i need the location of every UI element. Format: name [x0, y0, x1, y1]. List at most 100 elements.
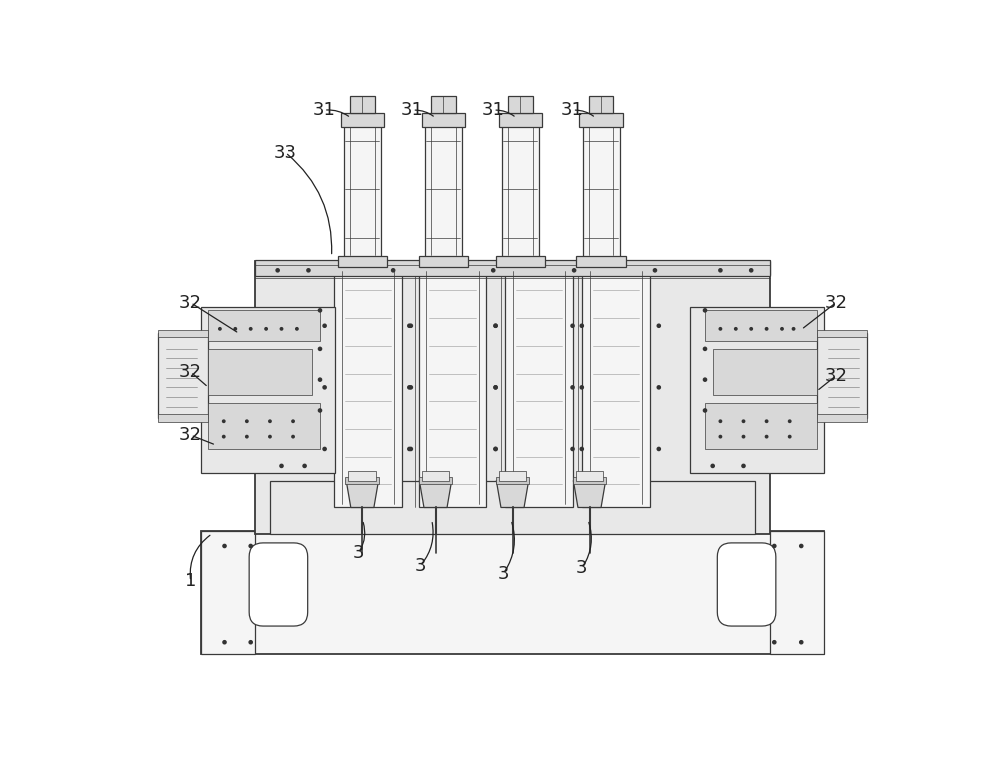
- FancyBboxPatch shape: [717, 543, 776, 626]
- Circle shape: [409, 323, 413, 328]
- Circle shape: [718, 327, 722, 331]
- Text: 31: 31: [401, 101, 424, 119]
- Circle shape: [268, 435, 272, 439]
- FancyBboxPatch shape: [249, 543, 308, 626]
- Bar: [334, 267, 402, 507]
- Text: 33: 33: [274, 144, 297, 161]
- Circle shape: [318, 377, 322, 382]
- Bar: [713, 349, 817, 395]
- Circle shape: [653, 268, 657, 273]
- Bar: [419, 267, 486, 507]
- Bar: [589, 96, 613, 113]
- Bar: [208, 349, 312, 395]
- Circle shape: [318, 347, 322, 351]
- Circle shape: [291, 435, 295, 439]
- Bar: [817, 333, 867, 418]
- Circle shape: [249, 327, 253, 331]
- Circle shape: [772, 640, 777, 645]
- Circle shape: [222, 640, 227, 645]
- Bar: [158, 333, 208, 418]
- Circle shape: [742, 435, 745, 439]
- Circle shape: [275, 268, 280, 273]
- Bar: [499, 471, 526, 481]
- Text: 1: 1: [185, 572, 196, 591]
- Bar: [508, 96, 533, 113]
- Polygon shape: [346, 481, 379, 507]
- Bar: [690, 307, 824, 473]
- Circle shape: [493, 323, 498, 328]
- Circle shape: [570, 447, 575, 452]
- Text: 32: 32: [824, 367, 847, 385]
- Bar: [573, 478, 606, 484]
- Circle shape: [279, 464, 284, 468]
- Circle shape: [233, 327, 237, 331]
- Text: 31: 31: [482, 101, 505, 119]
- Circle shape: [318, 408, 322, 413]
- Circle shape: [799, 640, 804, 645]
- Circle shape: [407, 385, 412, 390]
- Circle shape: [218, 327, 222, 331]
- Text: 3: 3: [353, 544, 364, 562]
- Circle shape: [493, 447, 498, 452]
- Circle shape: [291, 419, 295, 423]
- Bar: [350, 96, 375, 113]
- Circle shape: [788, 435, 792, 439]
- Bar: [255, 260, 770, 277]
- Bar: [338, 257, 387, 267]
- Bar: [705, 310, 817, 342]
- Circle shape: [772, 544, 777, 549]
- Bar: [583, 118, 620, 261]
- Bar: [255, 261, 770, 275]
- Circle shape: [656, 447, 661, 452]
- Bar: [158, 414, 208, 422]
- Circle shape: [222, 435, 226, 439]
- Circle shape: [741, 464, 746, 468]
- Circle shape: [765, 327, 769, 331]
- Circle shape: [268, 419, 272, 423]
- Circle shape: [245, 435, 249, 439]
- Bar: [496, 478, 529, 484]
- Circle shape: [710, 464, 715, 468]
- Bar: [705, 403, 817, 449]
- Text: 32: 32: [179, 293, 202, 312]
- Bar: [505, 267, 573, 507]
- Bar: [201, 530, 824, 654]
- Circle shape: [306, 268, 311, 273]
- Bar: [201, 307, 335, 473]
- Circle shape: [493, 385, 498, 390]
- Polygon shape: [573, 481, 606, 507]
- Bar: [496, 257, 545, 267]
- Circle shape: [579, 323, 584, 328]
- Text: 3: 3: [414, 557, 426, 575]
- Text: 32: 32: [179, 426, 202, 444]
- Circle shape: [295, 327, 299, 331]
- Text: 31: 31: [312, 101, 335, 119]
- Circle shape: [493, 323, 498, 328]
- Bar: [419, 257, 468, 267]
- Circle shape: [493, 385, 498, 390]
- Circle shape: [742, 419, 745, 423]
- Bar: [576, 471, 603, 481]
- Bar: [499, 113, 542, 127]
- Bar: [502, 118, 539, 261]
- Circle shape: [749, 268, 754, 273]
- Circle shape: [318, 308, 322, 312]
- Circle shape: [703, 377, 707, 382]
- Circle shape: [322, 323, 327, 328]
- Circle shape: [765, 435, 769, 439]
- Bar: [425, 118, 462, 261]
- Bar: [422, 113, 465, 127]
- Circle shape: [407, 323, 412, 328]
- Circle shape: [718, 268, 723, 273]
- Circle shape: [703, 308, 707, 312]
- Circle shape: [248, 640, 253, 645]
- Bar: [348, 471, 376, 481]
- Text: 31: 31: [561, 101, 584, 119]
- Circle shape: [264, 327, 268, 331]
- Circle shape: [788, 419, 792, 423]
- Bar: [419, 478, 452, 484]
- Circle shape: [222, 419, 226, 423]
- Bar: [431, 96, 456, 113]
- Circle shape: [579, 385, 584, 390]
- Circle shape: [570, 323, 575, 328]
